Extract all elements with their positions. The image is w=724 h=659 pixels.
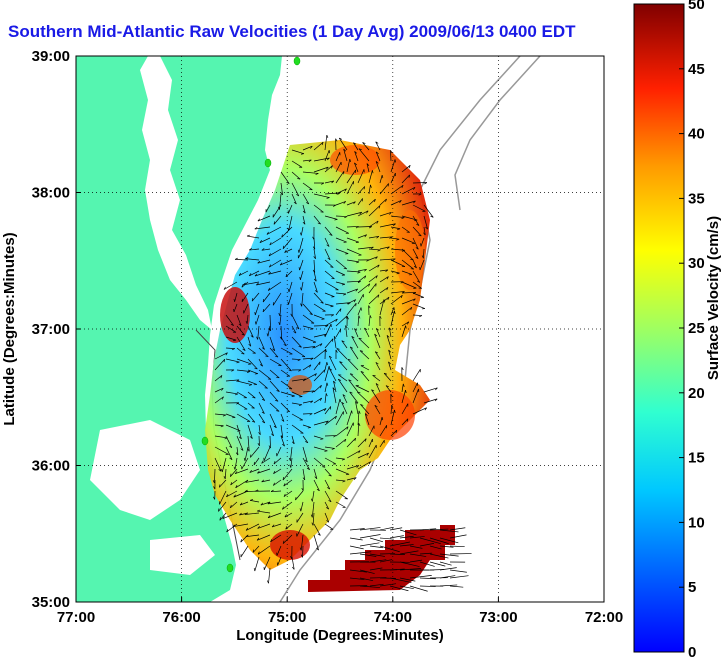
y-axis-label: Latitude (Degrees:Minutes) bbox=[1, 232, 18, 425]
x-tick-label: 73:00 bbox=[479, 609, 517, 626]
colorbar-tick-label: 50 bbox=[688, 0, 705, 13]
colorbar bbox=[633, 3, 685, 653]
y-tick-label: 39:00 bbox=[32, 48, 70, 65]
x-axis-ticks: 77:00 76:00 75:00 74:00 73:00 72:00 bbox=[57, 597, 623, 626]
colorbar-tick-label: 20 bbox=[688, 385, 705, 402]
colorbar-tick-label: 15 bbox=[688, 450, 705, 467]
station-1 bbox=[293, 56, 301, 66]
velocity-vectors bbox=[212, 134, 472, 592]
station-4 bbox=[226, 563, 234, 573]
high-velocity-patch bbox=[308, 525, 455, 592]
x-axis-label: Longitude (Degrees:Minutes) bbox=[236, 627, 444, 644]
colorbar-tick-label: 30 bbox=[688, 255, 705, 272]
colorbar-tick-label: 35 bbox=[688, 190, 705, 207]
colorbar-tick-label: 0 bbox=[688, 644, 696, 659]
x-tick-label: 72:00 bbox=[585, 609, 623, 626]
y-axis-ticks: 39:00 38:00 37:00 36:00 35:00 bbox=[32, 48, 81, 611]
colorbar-tick-label: 25 bbox=[688, 320, 705, 337]
y-tick-label: 36:00 bbox=[32, 458, 70, 475]
colorbar-tick-label: 5 bbox=[688, 579, 696, 596]
colorbar-tick-label: 45 bbox=[688, 61, 705, 78]
chart-title: Southern Mid-Atlantic Raw Velocities (1 … bbox=[8, 22, 576, 41]
x-tick-label: 77:00 bbox=[57, 609, 95, 626]
bay-water bbox=[140, 56, 212, 330]
x-tick-label: 76:00 bbox=[162, 609, 200, 626]
graticule bbox=[76, 56, 604, 602]
x-tick-label: 74:00 bbox=[374, 609, 412, 626]
colorbar-tick-label: 40 bbox=[688, 126, 705, 143]
y-tick-label: 35:00 bbox=[32, 594, 70, 611]
x-tick-label: 75:00 bbox=[268, 609, 306, 626]
velocity-field bbox=[205, 140, 430, 570]
colorbar-ticks: 0 5 10 15 20 25 30 35 40 45 50 bbox=[679, 0, 705, 659]
colorbar-tick-label: 10 bbox=[688, 514, 705, 531]
y-tick-label: 37:00 bbox=[32, 321, 70, 338]
y-tick-label: 38:00 bbox=[32, 185, 70, 202]
station-3 bbox=[201, 436, 209, 446]
colorbar-label: Surface Velocity (cm/s) bbox=[705, 216, 722, 380]
station-2 bbox=[264, 158, 272, 168]
